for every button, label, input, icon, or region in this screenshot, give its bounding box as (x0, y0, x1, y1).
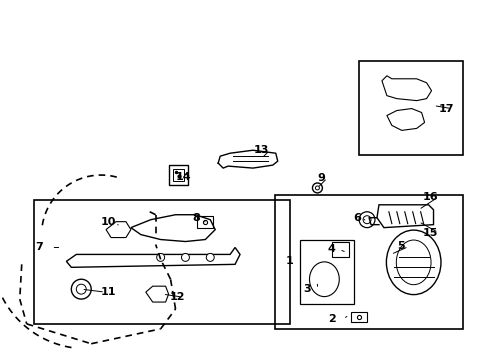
Text: 2: 2 (328, 314, 336, 324)
Text: 13: 13 (254, 145, 269, 155)
Text: 5: 5 (396, 242, 404, 252)
Text: 8: 8 (192, 213, 200, 223)
Bar (299, 239, 353, 304)
Bar (358, 61, 462, 155)
Text: 6: 6 (352, 213, 360, 223)
Text: 10: 10 (100, 217, 116, 227)
Text: 3: 3 (303, 284, 311, 294)
Polygon shape (381, 76, 431, 100)
Text: 15: 15 (422, 228, 437, 238)
Bar (197, 216, 213, 228)
Text: 16: 16 (422, 192, 437, 202)
Text: 1: 1 (285, 256, 293, 266)
Bar (172, 169, 184, 181)
Polygon shape (145, 286, 168, 302)
Text: 12: 12 (169, 292, 185, 302)
Text: 9: 9 (317, 173, 325, 183)
Circle shape (358, 212, 374, 228)
Polygon shape (386, 109, 424, 130)
Ellipse shape (386, 230, 440, 294)
Polygon shape (106, 222, 131, 238)
Circle shape (362, 216, 370, 224)
Polygon shape (376, 205, 433, 228)
Bar (168, 165, 188, 185)
Text: 4: 4 (327, 244, 335, 255)
Circle shape (71, 279, 91, 299)
Polygon shape (66, 247, 240, 267)
Text: 17: 17 (438, 104, 453, 113)
Text: 11: 11 (100, 287, 116, 297)
Ellipse shape (395, 240, 430, 285)
Text: 7: 7 (36, 243, 43, 252)
Bar (274, 195, 462, 329)
Bar (332, 242, 348, 257)
Circle shape (156, 253, 164, 261)
Polygon shape (131, 215, 215, 242)
Circle shape (206, 253, 214, 261)
Circle shape (76, 284, 86, 294)
Text: 14: 14 (175, 172, 191, 182)
Bar (34, 200, 289, 324)
Ellipse shape (309, 262, 339, 297)
Bar (350, 312, 366, 322)
Circle shape (181, 253, 189, 261)
